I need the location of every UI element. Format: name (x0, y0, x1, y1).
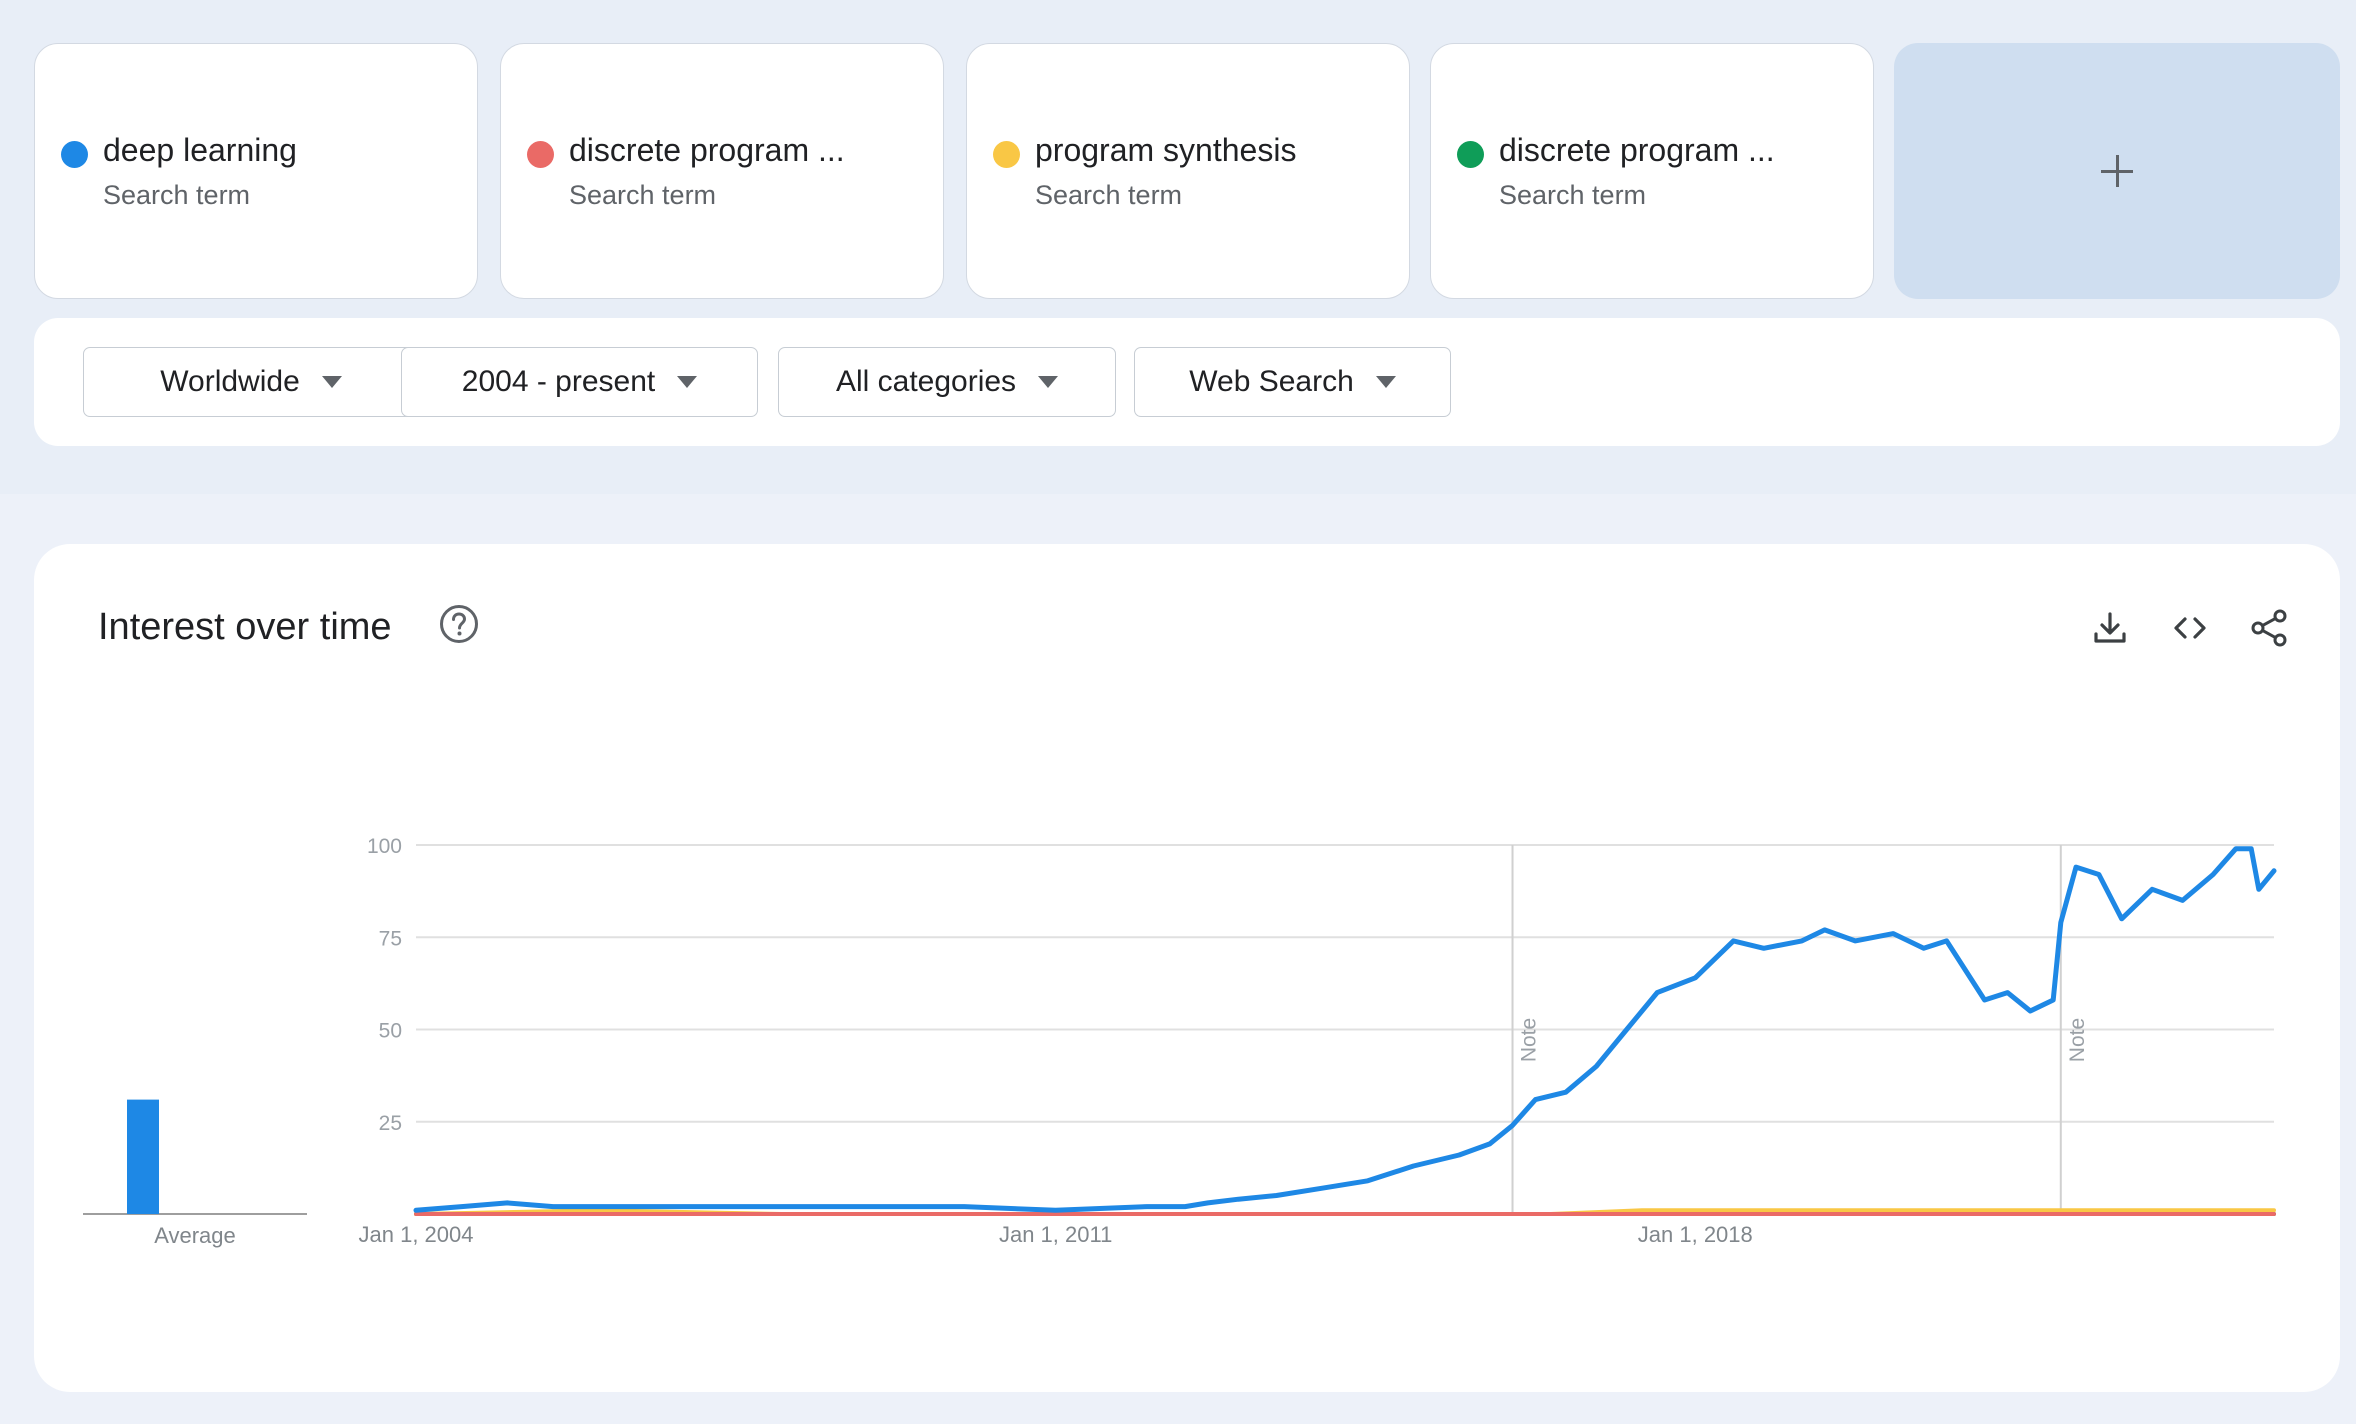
term-card-1[interactable]: deep learning Search term (34, 43, 478, 299)
x-tick-label: Jan 1, 2011 (999, 1222, 1112, 1247)
plus-icon (2101, 155, 2133, 187)
annotation-label: Note (2066, 1018, 2089, 1062)
filter-label: 2004 - present (461, 365, 656, 398)
term-name: deep learning (103, 132, 297, 168)
term-type: Search term (1499, 180, 1647, 210)
y-tick-label: 100 (367, 835, 402, 858)
region-filter[interactable]: Worldwide (83, 347, 419, 417)
term-name: discrete program ... (569, 132, 845, 168)
term-card-2[interactable]: discrete program ... Search term (500, 43, 944, 299)
add-term-button[interactable] (1894, 43, 2340, 299)
term-color-dot (993, 141, 1020, 168)
annotation-label: Note (1518, 1018, 1541, 1062)
term-name: program synthesis (1035, 132, 1297, 168)
caret-down-icon (1375, 376, 1396, 388)
interest-over-time-card: Interest over time (34, 544, 2340, 1392)
term-card-4[interactable]: discrete program ... Search term (1430, 43, 1874, 299)
term-type: Search term (103, 180, 251, 210)
chart-title: Interest over time (98, 606, 392, 648)
y-tick-label: 50 (379, 1020, 402, 1043)
search-type-filter[interactable]: Web Search (1134, 347, 1451, 417)
term-color-dot (1457, 141, 1484, 168)
average-label: Average (154, 1223, 236, 1248)
average-bar-deep-learning (127, 1099, 159, 1214)
filter-label: Web Search (1189, 365, 1354, 398)
filter-label: Worldwide (160, 365, 300, 398)
x-tick-label: Jan 1, 2018 (1638, 1222, 1753, 1247)
y-tick-label: 75 (379, 927, 402, 950)
help-icon[interactable] (439, 604, 479, 644)
time-filter[interactable]: 2004 - present (401, 347, 758, 417)
caret-down-icon (1038, 376, 1059, 388)
term-type: Search term (569, 180, 717, 210)
term-type: Search term (1035, 180, 1183, 210)
filter-label: All categories (835, 365, 1017, 398)
term-color-dot (61, 141, 88, 168)
embed-code-icon[interactable] (2170, 608, 2210, 648)
category-filter[interactable]: All categories (778, 347, 1116, 417)
caret-down-icon (321, 376, 342, 388)
filter-bar: Worldwide 2004 - present All categories … (34, 318, 2340, 446)
series-line-deep-learning (413, 846, 2277, 1213)
share-icon[interactable] (2249, 608, 2289, 648)
term-color-dot (527, 141, 554, 168)
caret-down-icon (677, 376, 698, 388)
x-tick-label: Jan 1, 2004 (359, 1222, 474, 1247)
term-name: discrete program ... (1499, 132, 1775, 168)
download-icon[interactable] (2090, 608, 2130, 648)
term-card-3[interactable]: program synthesis Search term (966, 43, 1410, 299)
y-tick-label: 25 (379, 1112, 402, 1135)
